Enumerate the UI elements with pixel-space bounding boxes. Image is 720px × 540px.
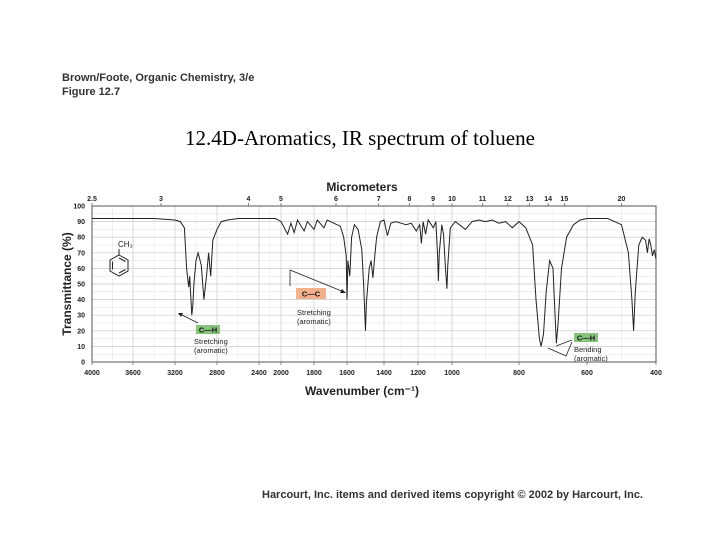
- annotation-line1: Stretching: [297, 308, 331, 317]
- x-tick-label: 3600: [125, 370, 141, 377]
- x-tick-label: 1600: [339, 370, 355, 377]
- x-tick-label: 2000: [273, 370, 289, 377]
- pointer-line-2: [289, 269, 345, 293]
- top-tick-label: 4: [247, 196, 251, 203]
- x-tick-label: 1200: [410, 370, 426, 377]
- x-tick-label: 3200: [167, 370, 183, 377]
- spectrum-line: [92, 218, 657, 347]
- copyright-notice: Harcourt, Inc. items and derived items c…: [262, 489, 643, 501]
- benzene-ring: [109, 254, 129, 277]
- y-tick-label: 100: [73, 204, 85, 211]
- x-tick-label: 1400: [376, 370, 392, 377]
- double-bond-1: [118, 257, 126, 262]
- plot-frame: [91, 205, 657, 363]
- annotation-line2: (aromatic): [574, 354, 608, 363]
- bond-badge: [196, 325, 220, 334]
- top-tick-label: 14: [544, 196, 552, 203]
- y-tick-label: 90: [77, 219, 85, 226]
- y-tick-label: 80: [77, 235, 85, 242]
- figure-caption: Brown/Foote, Organic Chemistry, 3/e Figu…: [62, 71, 254, 99]
- x-tick-label: 600: [581, 370, 593, 377]
- slide-title: 12.4D-Aromatics, IR spectrum of toluene: [185, 126, 535, 150]
- toluene-structure: CH₃: [109, 240, 133, 277]
- top-tick-label: 3: [159, 196, 163, 203]
- annotation-line2: (aromatic): [194, 346, 228, 355]
- y-tick-label: 30: [77, 313, 85, 320]
- top-tick-label: 10: [448, 196, 456, 203]
- top-tick-label: 15: [560, 196, 568, 203]
- bond-label: C—C: [302, 290, 321, 299]
- bond-label: C—H: [199, 326, 217, 335]
- double-bond-2: [118, 269, 126, 274]
- y-tick-label: 20: [77, 328, 85, 335]
- top-tick-label: 6: [334, 196, 338, 203]
- top-tick-label: 20: [618, 196, 626, 203]
- figure-number: Figure 12.7: [62, 86, 121, 98]
- annotation-ch-bend: C—H Bending (aromatic): [547, 333, 608, 363]
- book-title: Brown/Foote, Organic Chemistry, 3/e: [62, 72, 255, 84]
- methyl-label: CH₃: [118, 240, 133, 249]
- top-tick-label: 5: [279, 196, 283, 203]
- bond-badge: [574, 333, 598, 342]
- pointer-line-2: [565, 341, 573, 357]
- bond-badge: [296, 288, 326, 299]
- y-tick-label: 0: [81, 360, 85, 367]
- top-tick-label: 12: [504, 196, 512, 203]
- bond-label: C—H: [577, 334, 595, 343]
- x-tick-label: 4000: [84, 370, 100, 377]
- top-tick-label: 11: [479, 196, 487, 203]
- annotation-ch-stretch: C—H Stretching (aromatic): [178, 313, 228, 355]
- y-tick-label: 40: [77, 297, 85, 304]
- y-axis-title: Transmittance (%): [60, 232, 74, 335]
- y-tick-label: 60: [77, 266, 85, 273]
- annotation-line2: (aromatic): [297, 317, 331, 326]
- top-tick-label: 2.5: [87, 196, 97, 203]
- annotation-line1: Stretching: [194, 337, 228, 346]
- annotation-line1: Bending: [574, 345, 602, 354]
- x-axis-title: Wavenumber (cm⁻¹): [305, 384, 419, 398]
- top-axis-ticks: 2.5 3 4 5 6 7 8 9 10 11 12 13 14 15 20: [87, 196, 625, 206]
- x-tick-label: 2800: [209, 370, 225, 377]
- x-axis-ticks: 4000 3600 3200 2800 2400 2000 1800 1600 1400 1200…: [84, 362, 662, 377]
- pointer-arrow: [340, 289, 346, 293]
- top-tick-label: 7: [377, 196, 381, 203]
- top-axis-title: Micrometers: [326, 180, 398, 194]
- x-tick-label: 800: [513, 370, 525, 377]
- top-tick-label: 13: [526, 196, 534, 203]
- annotation-cc-stretch: C—C Stretching (aromatic): [289, 269, 346, 326]
- pointer-line-3: [547, 347, 567, 357]
- y-tick-label: 10: [77, 344, 85, 351]
- y-tick-label: 50: [77, 282, 85, 289]
- x-tick-label: 1000: [444, 370, 460, 377]
- x-tick-label: 400: [650, 370, 662, 377]
- pointer-line-1: [555, 339, 573, 347]
- y-axis-ticks: 0 10 20 30 40 50 60 70 80 90 100: [73, 204, 85, 367]
- pointer-line: [179, 313, 199, 324]
- x-tick-label: 2400: [251, 370, 267, 377]
- top-tick-label: 9: [431, 196, 435, 203]
- pointer-arrow: [178, 313, 183, 317]
- y-tick-label: 70: [77, 250, 85, 257]
- top-tick-label: 8: [408, 196, 412, 203]
- x-tick-label: 1800: [306, 370, 322, 377]
